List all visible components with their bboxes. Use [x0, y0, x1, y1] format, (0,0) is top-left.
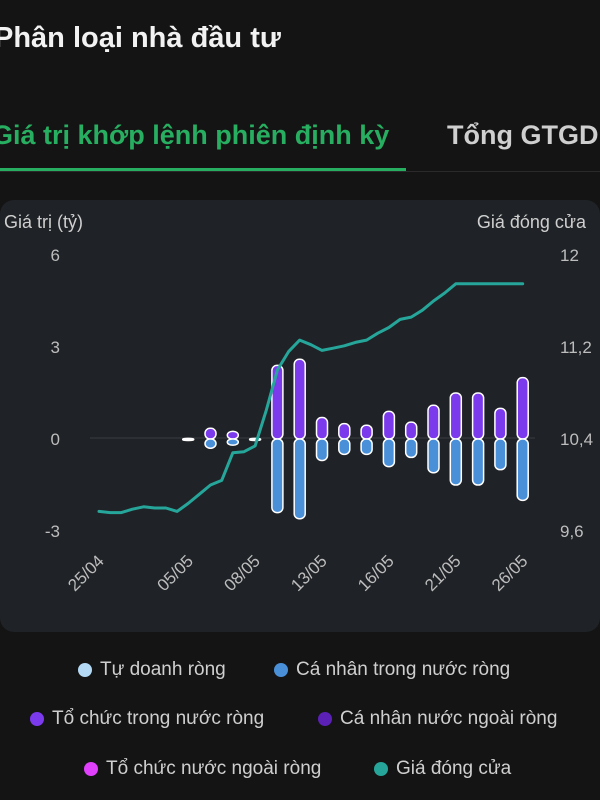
left-tick-label: 6: [51, 246, 60, 265]
x-tick-label: 13/05: [287, 551, 331, 595]
bar-ca-nhan-trong-nuoc[interactable]: [449, 438, 463, 486]
right-tick-label: 10,4: [560, 430, 593, 449]
bar-to-chuc-trong-nuoc[interactable]: [315, 416, 329, 440]
bar-ca-nhan-trong-nuoc[interactable]: [494, 438, 507, 471]
bar-ca-nhan-trong-nuoc[interactable]: [471, 438, 485, 486]
bar-ca-nhan-trong-nuoc[interactable]: [427, 438, 440, 474]
legend-dot: [84, 762, 98, 776]
legend-label: Tự doanh ròng: [100, 659, 226, 680]
tab-total-volume[interactable]: Tổng GTGD: [447, 120, 599, 150]
bar-to-chuc-trong-nuoc[interactable]: [338, 422, 351, 440]
legend-label: Cá nhân nước ngoài ròng: [340, 708, 558, 729]
bar-ca-nhan-trong-nuoc[interactable]: [181, 438, 195, 442]
x-tick-label: 25/04: [64, 551, 108, 595]
page-title: Phân loại nhà đầu tư: [0, 22, 281, 54]
left-tick-label: 3: [51, 338, 60, 357]
bar-to-chuc-trong-nuoc[interactable]: [516, 376, 529, 440]
chart-legend: Tự doanh ròng Cá nhân trong nước ròng Tổ…: [0, 645, 600, 795]
bar-to-chuc-trong-nuoc[interactable]: [404, 421, 418, 440]
legend-dot: [78, 663, 92, 677]
right-axis-label: Giá đóng cửa: [477, 212, 587, 232]
bar-ca-nhan-trong-nuoc[interactable]: [315, 438, 329, 462]
legend-label: Tổ chức trong nước ròng: [52, 708, 265, 729]
right-tick-label: 12: [560, 246, 579, 265]
bar-to-chuc-trong-nuoc[interactable]: [293, 358, 306, 440]
bar-ca-nhan-trong-nuoc[interactable]: [226, 438, 240, 446]
bar-to-chuc-trong-nuoc[interactable]: [471, 392, 485, 440]
legend-label: Giá đóng cửa: [396, 758, 512, 779]
legend-dot: [374, 762, 388, 776]
active-tab-indicator: [0, 168, 406, 171]
legend-label: Tổ chức nước ngoài ròng: [106, 758, 322, 779]
legend-item-to-chuc-trong-nuoc[interactable]: Tổ chức trong nước ròng: [30, 708, 264, 730]
x-axis-ticks: 25/04 05/05 08/05 13/05 16/05 21/05 26/05: [64, 551, 531, 595]
bar-to-chuc-trong-nuoc[interactable]: [427, 404, 440, 440]
legend-dot: [30, 712, 44, 726]
bar-to-chuc-trong-nuoc[interactable]: [449, 392, 463, 440]
bar-ca-nhan-trong-nuoc[interactable]: [293, 438, 306, 520]
left-tick-label: -3: [45, 522, 60, 541]
x-tick-label: 05/05: [154, 551, 198, 595]
legend-item-tu-doanh[interactable]: Tự doanh ròng: [78, 659, 226, 681]
closing-price-line: [97, 282, 525, 515]
tabs-divider: [0, 171, 600, 172]
bar-to-chuc-trong-nuoc[interactable]: [204, 427, 217, 440]
bar-to-chuc-trong-nuoc[interactable]: [360, 424, 373, 440]
tab-bar: Giá trị khớp lệnh phiên định kỳ Tổng GTG…: [0, 110, 600, 174]
right-tick-label: 11,2: [560, 338, 592, 357]
bar-ca-nhan-trong-nuoc[interactable]: [248, 438, 262, 442]
left-tick-label: 0: [51, 430, 60, 449]
bar-ca-nhan-trong-nuoc[interactable]: [382, 438, 396, 468]
investor-chart: Giá trị (tỷ) Giá đóng cửa 6 3 0 -3 12 11…: [4, 212, 593, 595]
legend-label: Cá nhân trong nước ròng: [296, 659, 511, 680]
bar-to-chuc-trong-nuoc[interactable]: [226, 430, 240, 440]
x-tick-label: 16/05: [354, 551, 398, 595]
bar-ca-nhan-trong-nuoc[interactable]: [404, 438, 418, 459]
bar-ca-nhan-trong-nuoc[interactable]: [516, 438, 529, 502]
bars-layer: [181, 358, 529, 520]
x-tick-label: 26/05: [488, 551, 532, 595]
bar-to-chuc-trong-nuoc[interactable]: [271, 364, 284, 440]
bar-to-chuc-trong-nuoc[interactable]: [382, 410, 396, 440]
bar-ca-nhan-trong-nuoc[interactable]: [338, 438, 351, 456]
legend-item-ca-nhan-nuoc-ngoai[interactable]: Cá nhân nước ngoài ròng: [318, 708, 557, 730]
bar-ca-nhan-trong-nuoc[interactable]: [360, 438, 373, 456]
bar-to-chuc-trong-nuoc[interactable]: [494, 407, 507, 440]
bar-ca-nhan-trong-nuoc[interactable]: [271, 438, 284, 514]
right-tick-label: 9,6: [560, 522, 584, 541]
x-tick-label: 21/05: [421, 551, 465, 595]
legend-item-to-chuc-nuoc-ngoai[interactable]: Tổ chức nước ngoài ròng: [84, 758, 321, 780]
bar-ca-nhan-trong-nuoc[interactable]: [204, 438, 217, 449]
legend-dot: [318, 712, 332, 726]
legend-item-gia-dong-cua[interactable]: Giá đóng cửa: [374, 758, 511, 780]
legend-item-ca-nhan-trong-nuoc[interactable]: Cá nhân trong nước ròng: [274, 659, 510, 681]
left-axis-label: Giá trị (tỷ): [4, 212, 83, 232]
tab-matched-value[interactable]: Giá trị khớp lệnh phiên định kỳ: [0, 120, 390, 150]
legend-dot: [274, 663, 288, 677]
x-tick-label: 08/05: [220, 551, 264, 595]
